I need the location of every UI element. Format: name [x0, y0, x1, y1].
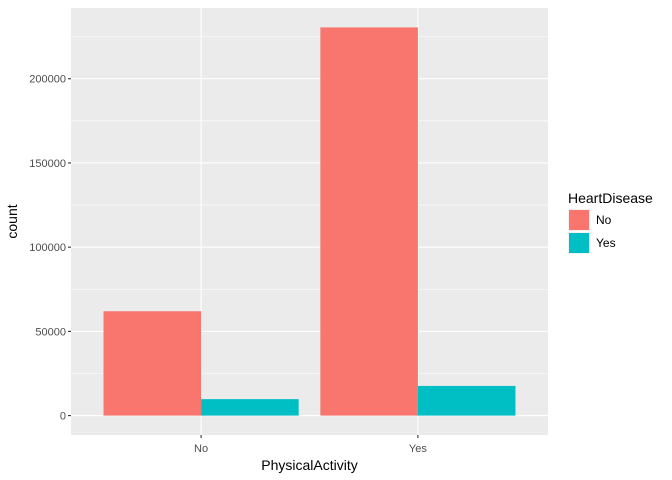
- x-tick-label: No: [194, 443, 208, 455]
- x-axis-title: PhysicalActivity: [261, 457, 357, 473]
- bars: [103, 27, 516, 416]
- y-tick-label: 200000: [29, 74, 66, 86]
- bar-yes-no: [320, 27, 418, 416]
- legend-label-yes: Yes: [596, 236, 616, 250]
- legend-swatch-yes: [569, 233, 589, 253]
- bar-no-no: [103, 311, 202, 416]
- y-axis: 0 50000 100000 150000 200000: [29, 74, 71, 423]
- bar-no-yes: [201, 399, 299, 416]
- legend-title: HeartDisease: [568, 190, 653, 206]
- x-axis: No Yes: [194, 435, 427, 455]
- bar-yes-yes: [417, 385, 516, 416]
- x-tick-label: Yes: [409, 443, 427, 455]
- y-tick-label: 150000: [29, 158, 66, 170]
- legend-swatch-no: [569, 210, 589, 230]
- legend-label-no: No: [596, 213, 612, 227]
- y-axis-title: count: [4, 204, 20, 238]
- y-tick-label: 100000: [29, 242, 66, 254]
- y-tick-label: 0: [60, 411, 66, 423]
- legend: HeartDisease No Yes: [568, 190, 653, 254]
- y-tick-label: 50000: [35, 326, 66, 338]
